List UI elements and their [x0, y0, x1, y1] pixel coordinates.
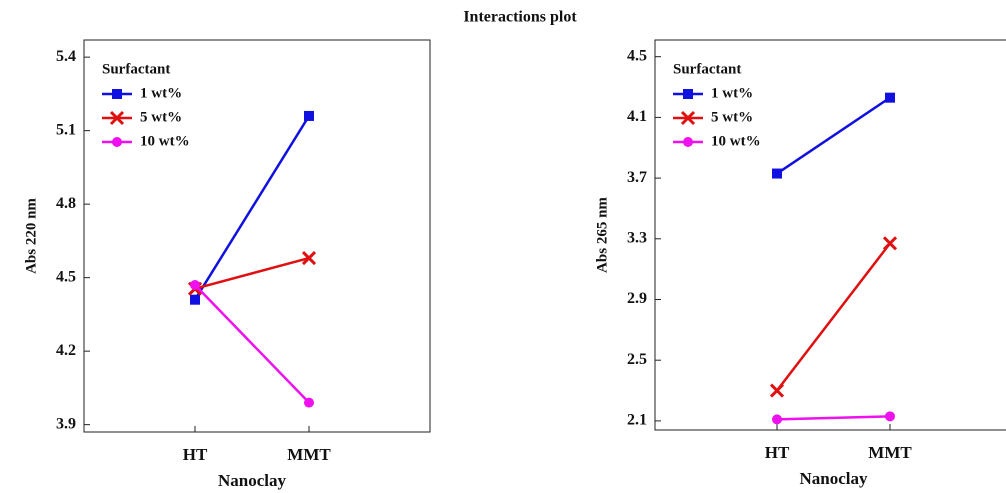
legend-label: 10 wt%: [140, 133, 190, 149]
x-axis-label: Nanoclay: [218, 471, 287, 490]
series-line: [776, 242, 891, 392]
y-tick-label: 2.5: [627, 351, 647, 368]
plot-frame: [83, 39, 431, 433]
x-tick-label: HT: [765, 443, 790, 462]
plot-frame: [654, 39, 1006, 431]
legend-label: 1 wt%: [140, 85, 182, 101]
y-tick-label: 4.8: [56, 195, 76, 212]
x-axis-label: Nanoclay: [800, 469, 869, 488]
marker: [190, 294, 200, 305]
series-line: [194, 256, 310, 290]
y-tick-label: 5.1: [56, 121, 76, 138]
marker: [304, 397, 314, 408]
y-axis-label: Abs 220 nm: [23, 198, 39, 274]
y-tick-label: 3.7: [627, 169, 647, 186]
y-tick-label: 3.3: [627, 229, 647, 246]
y-tick-label: 4.2: [56, 342, 76, 359]
marker: [190, 280, 200, 290]
y-axis-label: Abs 265 nm: [594, 197, 610, 273]
y-tick-label: 4.1: [627, 108, 647, 125]
marker: [885, 411, 895, 422]
series-line: [194, 284, 310, 404]
marker: [304, 110, 314, 121]
x-tick-label: MMT: [868, 443, 912, 462]
y-tick-label: 4.5: [56, 268, 76, 285]
marker: [301, 250, 317, 266]
legend-label: 5 wt%: [140, 109, 182, 125]
figure-title: Interactions plot: [463, 9, 577, 26]
y-tick-label: 3.9: [56, 415, 76, 432]
marker: [680, 110, 696, 126]
series-line: [776, 415, 891, 421]
y-tick-label: 2.1: [627, 412, 647, 429]
legend-label: 5 wt%: [711, 109, 753, 125]
y-tick-label: 4.5: [627, 47, 647, 64]
legend-title: Surfactant: [673, 61, 741, 77]
marker: [109, 110, 125, 126]
marker: [683, 89, 693, 99]
marker: [769, 383, 785, 398]
marker: [882, 236, 898, 251]
marker: [683, 137, 693, 147]
x-tick-label: HT: [183, 445, 208, 464]
legend-title: Surfactant: [102, 61, 170, 77]
marker: [112, 89, 122, 99]
series-line: [193, 115, 311, 301]
x-tick-label: MMT: [287, 445, 331, 464]
marker: [772, 168, 782, 179]
marker: [112, 137, 122, 147]
series-line: [776, 96, 891, 175]
marker: [885, 92, 895, 103]
y-tick-label: 5.4: [56, 48, 76, 65]
legend-label: 10 wt%: [711, 133, 761, 149]
y-tick-label: 2.9: [627, 290, 647, 307]
legend-label: 1 wt%: [711, 85, 753, 101]
marker: [772, 414, 782, 425]
